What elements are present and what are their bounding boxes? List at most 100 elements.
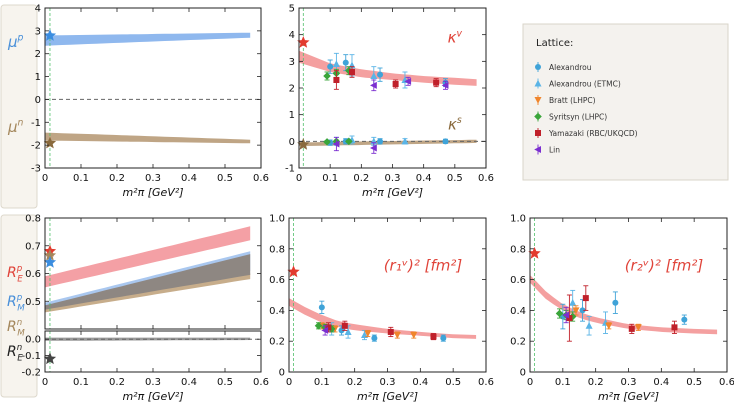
point-r2v-s5-p0 — [562, 311, 570, 319]
point-r1v-s3-p0 — [314, 322, 323, 330]
ytick-label-magmom-2: -1 — [31, 118, 41, 129]
band-RE-p — [45, 226, 251, 288]
point-r1v-s0-p3 — [440, 335, 447, 342]
ytick-label-ratios-bottom-2: -0.2 — [21, 368, 41, 379]
ytick-label-r1v-1: 0.2 — [269, 337, 285, 348]
point-kappa-s4-p2 — [392, 81, 399, 87]
point-kappa-s0-p1 — [342, 59, 349, 66]
xtick-label-r1v-6: 0.6 — [478, 377, 494, 388]
point-r2v-s0-p2 — [612, 299, 619, 306]
band-r1v — [289, 298, 477, 339]
point-kappa-s5-p1 — [370, 144, 377, 152]
ytick-label-kappa-6: 5 — [289, 4, 295, 15]
legend-entry-4: Yamazaki (RBC/UKQCD) — [548, 129, 638, 138]
xlabel-r1v: m²π [GeV²] — [357, 390, 418, 403]
star-kappa-v-exp — [297, 36, 310, 48]
band-RE-n — [45, 337, 251, 341]
xtick-label-r2v-3: 0.3 — [621, 377, 637, 388]
ytick-label-r2v-5: 1.0 — [510, 214, 526, 225]
point-r1v-s4-p1 — [341, 322, 348, 329]
annotation-kappa-0: κv — [448, 28, 463, 46]
point-kappa-s5-p3 — [404, 77, 412, 85]
point-r1v-s5-p0 — [321, 326, 329, 334]
ytick-label-kappa-3: 2 — [289, 84, 295, 95]
legend-entry-3: Syritsyn (LHPC) — [549, 113, 607, 122]
xtick-label-kappa-1: 0.1 — [322, 173, 338, 184]
point-kappa-s4-p1 — [348, 69, 355, 75]
ytick-label-ratios-bottom-1: -0.1 — [21, 351, 41, 362]
xtick-label-kappa-2: 0.2 — [353, 173, 369, 184]
point-kappa-s4-p3 — [433, 79, 440, 86]
legend-entry-0: Alexandrou — [549, 63, 592, 72]
xtick-label-kappa-4: 0.4 — [416, 173, 432, 184]
side-label-mu-p: μp — [7, 33, 24, 51]
annotation-kappa-1: κs — [448, 115, 462, 133]
xtick-label-magmom-2: 0.2 — [109, 173, 125, 184]
xtick-label-ratios-3: 0.3 — [145, 377, 161, 388]
point-r2v-s3-p0 — [555, 309, 564, 318]
legend: Lattice: Alexandrou Alexandrou (ETMC) Brat… — [522, 23, 729, 181]
point-kappa-s1-p7 — [401, 137, 409, 145]
xtick-label-magmom-0: 0 — [42, 173, 48, 184]
ytick-label-r2v-3: 0.6 — [510, 275, 526, 286]
point-kappa-s3-p5 — [345, 137, 353, 146]
ytick-label-magmom-4: 1 — [35, 72, 41, 83]
xtick-label-r1v-0: 0 — [286, 377, 292, 388]
point-r2v-s2-p1 — [605, 322, 613, 330]
xtick-label-kappa-3: 0.3 — [385, 173, 401, 184]
point-kappa-s0-p2 — [377, 71, 384, 78]
point-r2v-s2-p0 — [572, 307, 580, 315]
xtick-label-r2v-5: 0.5 — [686, 377, 702, 388]
point-kappa-s3-p3 — [323, 138, 331, 146]
xlabel-kappa: m²π [GeV²] — [362, 186, 423, 199]
band-mu-p — [45, 32, 251, 46]
point-r1v-s2-p2 — [364, 330, 372, 338]
point-kappa-s0-p0 — [327, 63, 334, 70]
legend-marker-5 — [534, 146, 541, 153]
ytick-label-kappa-0: -1 — [285, 164, 295, 175]
point-r2v-s4-p0 — [566, 315, 573, 322]
band-kappa-v — [299, 50, 477, 86]
ytick-label-r1v-0: 0 — [279, 368, 285, 379]
point-r2v-s1-p1 — [585, 322, 593, 329]
xtick-label-magmom-5: 0.5 — [217, 173, 233, 184]
ytick-label-r1v-2: 0.4 — [269, 306, 285, 317]
xtick-label-ratios-2: 0.2 — [109, 377, 125, 388]
point-r1v-s0-p1 — [338, 327, 345, 334]
ytick-label-ratios-bottom-0: 0.0 — [25, 335, 41, 346]
legend-entry-1: Alexandrou (ETMC) — [549, 80, 621, 89]
legend-marker-0 — [535, 64, 541, 70]
side-label-ratio-1: Rp M — [7, 293, 25, 314]
point-kappa-s5-p0 — [332, 140, 340, 148]
ytick-label-r2v-2: 0.4 — [510, 306, 526, 317]
legend-marker-4 — [535, 130, 541, 136]
frame-r1v — [288, 217, 487, 373]
xtick-label-r2v-2: 0.2 — [588, 377, 604, 388]
xtick-label-kappa-0: 0 — [296, 173, 302, 184]
ytick-label-r1v-5: 1.0 — [269, 214, 285, 225]
xtick-label-magmom-4: 0.4 — [181, 173, 197, 184]
point-r1v-s1-p1 — [344, 328, 352, 335]
point-kappa-s4-p0 — [333, 77, 340, 83]
point-r2v-s2-p2 — [634, 324, 642, 332]
legend-marker-1 — [534, 79, 542, 87]
band-RM-overlap — [45, 254, 251, 310]
point-r1v-s2-p3 — [393, 332, 401, 339]
ytick-label-kappa-5: 4 — [289, 30, 295, 41]
frames-layer — [44, 7, 728, 373]
point-r1v-s0-p0 — [318, 304, 325, 311]
point-kappa-s0-p6 — [377, 138, 384, 145]
ytick-label-r1v-4: 0.8 — [269, 244, 285, 255]
xtick-label-kappa-6: 0.6 — [478, 173, 494, 184]
ytick-label-kappa-4: 3 — [289, 57, 295, 68]
point-r1v-s4-p3 — [430, 333, 437, 340]
xtick-label-ratios-0: 0 — [42, 377, 48, 388]
point-r2v-s1-p0 — [569, 298, 577, 306]
xtick-label-magmom-6: 0.6 — [253, 173, 269, 184]
point-kappa-s1-p2 — [370, 72, 378, 79]
point-r2v-s4-p2 — [628, 325, 635, 332]
side-label-box-ratios — [0, 214, 38, 398]
star-r1v-exp — [287, 265, 300, 278]
point-kappa-s5-p2 — [370, 81, 377, 89]
